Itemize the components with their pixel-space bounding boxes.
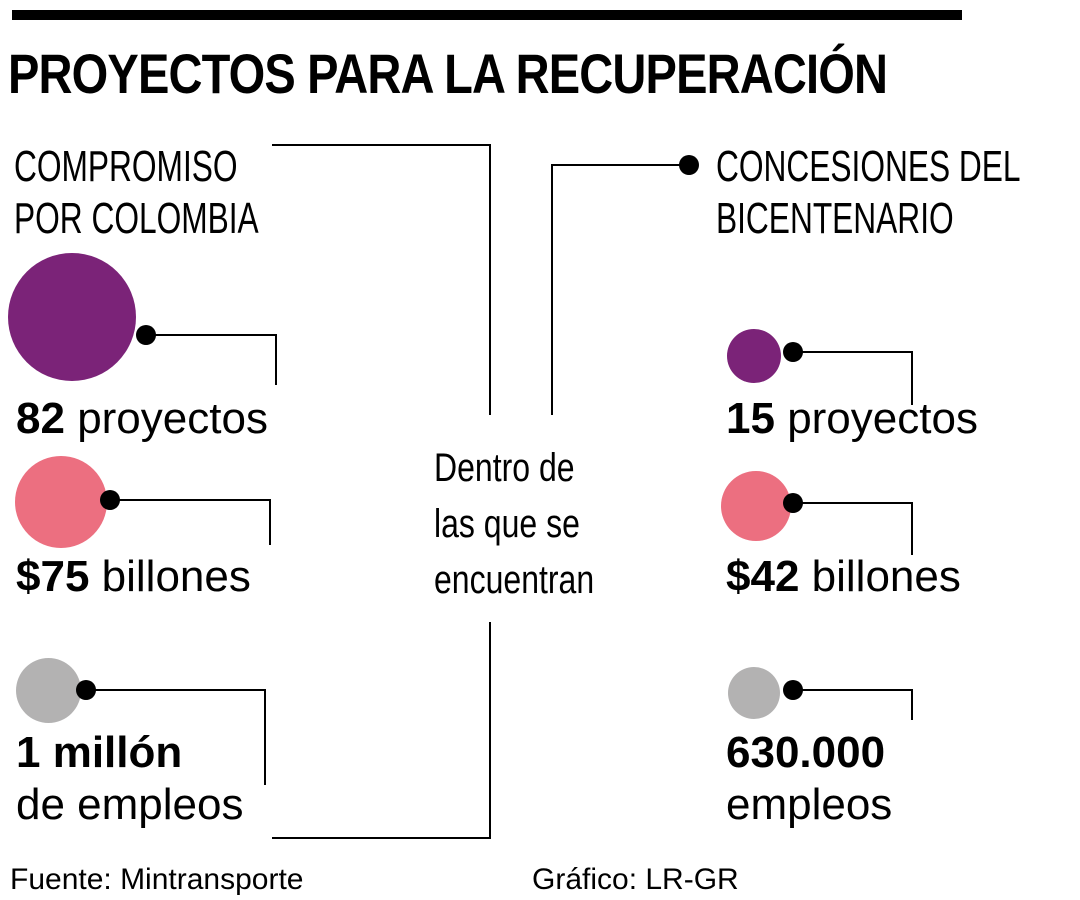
- left-projects-circle: [8, 253, 136, 381]
- left-top-connector: [272, 144, 491, 415]
- center-line2: las que se: [434, 502, 580, 546]
- right-money-stat: $42 billones: [726, 552, 961, 602]
- left-jobs-circle: [16, 658, 81, 723]
- left-jobs-connector: [86, 689, 266, 785]
- right-jobs-dot: [783, 680, 803, 700]
- right-projects-circle: [727, 329, 781, 383]
- right-projects-value: 15: [726, 394, 775, 443]
- left-projects-connector: [146, 334, 277, 385]
- left-heading-line1: COMPROMISO: [14, 142, 238, 191]
- right-projects-dot: [783, 342, 803, 362]
- left-projects-unit: proyectos: [77, 394, 268, 443]
- right-heading-dot: [679, 155, 699, 175]
- right-projects-stat: 15 proyectos: [726, 394, 978, 444]
- right-jobs-connector: [793, 689, 913, 720]
- right-money-value: $42: [726, 552, 800, 601]
- center-line3: encuentran: [434, 558, 595, 602]
- right-money-circle: [721, 471, 791, 541]
- center-text: Dentro de las que se encuentran: [434, 440, 594, 608]
- left-bottom-connector: [272, 622, 491, 839]
- left-jobs-value: 1 millón: [16, 728, 183, 777]
- left-projects-value: 82: [16, 394, 65, 443]
- left-money-connector: [110, 499, 271, 545]
- right-heading-line2: BICENTENARIO: [716, 194, 954, 243]
- source-credit: Fuente: Mintransporte: [10, 863, 304, 896]
- right-jobs-unit: empleos: [726, 780, 893, 829]
- left-money-unit: billones: [101, 552, 251, 601]
- right-heading-line1: CONCESIONES DEL: [716, 142, 1021, 191]
- left-projects-dot: [136, 325, 156, 345]
- right-jobs-circle: [728, 667, 780, 719]
- left-projects-stat: 82 proyectos: [16, 394, 268, 444]
- page-title: PROYECTOS PARA LA RECUPERACIÓN: [8, 42, 888, 105]
- left-money-stat: $75 billones: [16, 552, 251, 602]
- left-heading-line2: POR COLOMBIA: [14, 194, 259, 243]
- right-money-unit: billones: [811, 552, 961, 601]
- right-projects-connector: [793, 351, 913, 405]
- left-money-value: $75: [16, 552, 90, 601]
- right-connector: [551, 164, 690, 415]
- right-money-connector: [793, 502, 913, 555]
- top-rule: [12, 10, 962, 20]
- left-jobs-dot: [76, 680, 96, 700]
- right-jobs-value: 630.000: [726, 728, 886, 777]
- left-money-circle: [15, 456, 107, 548]
- right-money-dot: [783, 493, 803, 513]
- left-money-dot: [100, 490, 120, 510]
- graphic-credit: Gráfico: LR-GR: [532, 863, 739, 896]
- center-line1: Dentro de: [434, 446, 575, 490]
- right-projects-unit: proyectos: [787, 394, 978, 443]
- left-jobs-unit: de empleos: [16, 780, 244, 829]
